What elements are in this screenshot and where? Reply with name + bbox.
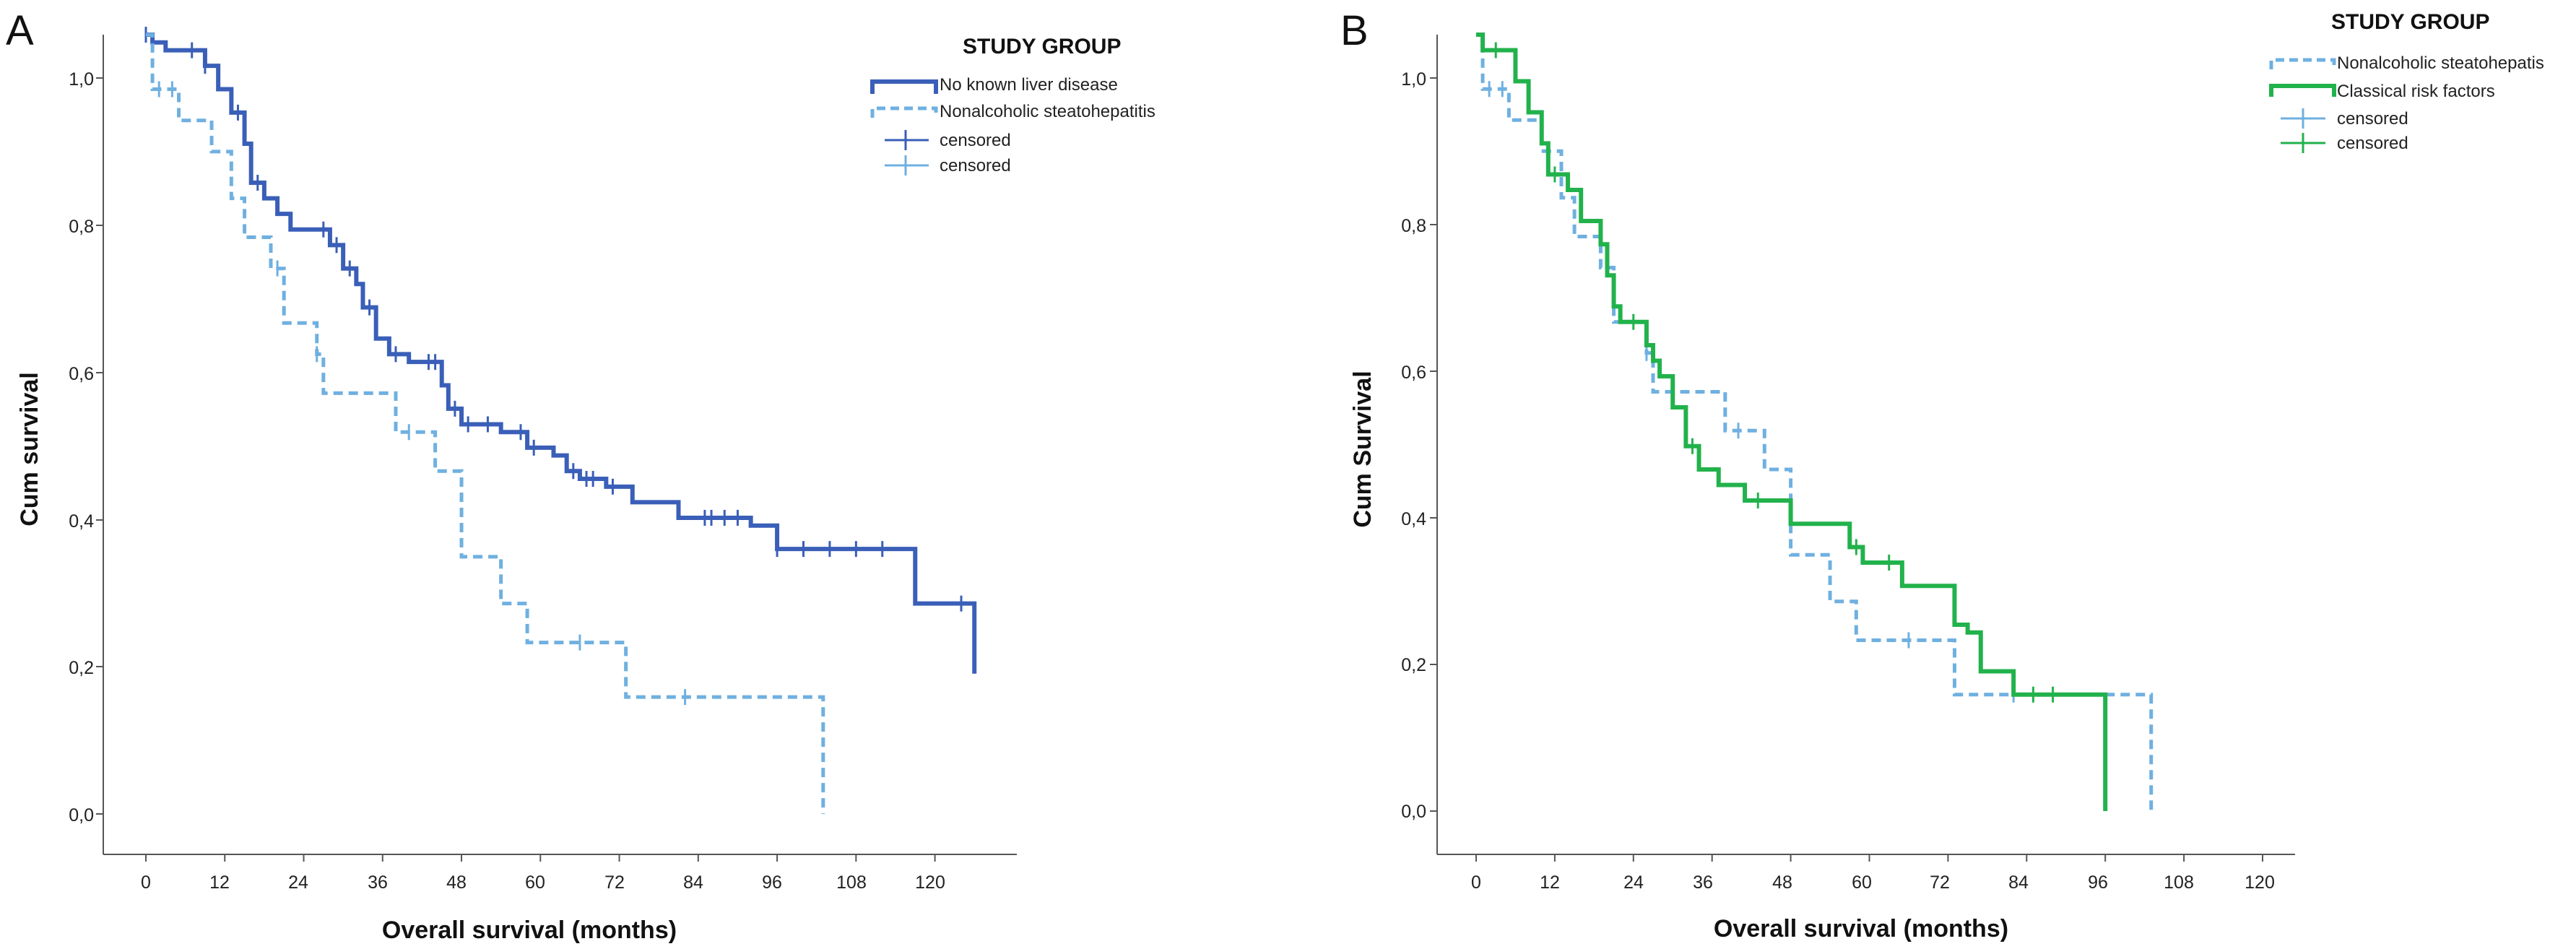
legend-label-nash: Nonalcoholic steatohepatitis [940,102,1155,121]
km-curve-classical-risk-factors [1476,32,2108,811]
legend-swatch-nash-b [2269,58,2336,69]
legend-swatch-no-liver-disease [870,79,938,94]
legend-label-censored-1: censored [940,131,1011,150]
x-tick-b-1: 12 [1540,872,1560,893]
panel-label-b: B [1340,7,1369,54]
plot-area-a [96,27,977,862]
legend-label-censored-b2: censored [2337,134,2408,153]
x-tick-b-2: 24 [1623,872,1644,893]
legend-swatch-classical [2269,84,2336,97]
legend-swatch-censored-b2 [2281,133,2325,153]
y-tick-a-3: 0,6 [69,364,94,384]
legend-label-classical: Classical risk factors [2337,82,2495,101]
legend-swatch-censored-2 [885,155,929,176]
y-axis-title-a: Cum survival [16,372,43,526]
legend-label-censored-b1: censored [2337,109,2408,129]
y-tick-b-0: 0,0 [1401,802,1426,822]
legend-label-nash-b: Nonalcoholic steatohepatis [2337,53,2544,73]
x-tick-b-9: 108 [2164,872,2194,893]
legend-swatch-censored-1 [885,130,929,150]
y-tick-b-2: 0,4 [1401,509,1426,529]
legend-swatch-censored-b1 [2281,108,2325,129]
x-tick-b-0: 0 [1471,872,1481,893]
y-tick-a-2: 0,4 [69,511,94,532]
x-axis-title-b: Overall survival (months) [1714,915,2008,942]
x-tick-a-2: 24 [288,872,308,893]
legend-b: Nonalcoholic steatohepatis Classical ris… [2269,53,2544,153]
panel-label-a: A [6,7,34,54]
x-tick-b-6: 72 [1930,872,1950,893]
x-tick-a-7: 84 [683,872,703,893]
panel-a: A STUDY GROUP No known liver disease Non… [6,7,1155,944]
x-tick-b-4: 48 [1772,872,1792,893]
x-tick-a-1: 12 [209,872,230,893]
legend-title-b: STUDY GROUP [2331,10,2489,34]
y-tick-b-1: 0,2 [1401,655,1426,675]
legend-title-a: STUDY GROUP [963,35,1121,58]
x-tick-a-8: 96 [762,872,782,893]
legend-label-no-liver-disease: No known liver disease [940,75,1118,95]
y-tick-a-1: 0,2 [69,658,94,678]
y-axis-title-b: Cum Survival [1349,370,1376,527]
y-tick-b-5: 1,0 [1401,69,1426,90]
legend-label-censored-2: censored [940,156,1011,176]
x-tick-a-4: 48 [446,872,467,893]
x-tick-a-5: 60 [525,872,545,893]
x-tick-b-10: 120 [2245,872,2275,893]
y-tick-a-4: 0,8 [69,217,94,237]
x-tick-b-8: 96 [2088,872,2108,893]
y-tick-a-5: 1,0 [69,69,94,90]
legend-a: No known liver disease Nonalcoholic stea… [870,75,1155,176]
x-axis-title-a: Overall survival (months) [382,916,677,944]
y-tick-b-4: 0,8 [1401,216,1426,236]
x-tick-a-3: 36 [368,872,388,893]
x-tick-a-0: 0 [141,872,151,893]
x-tick-a-6: 72 [604,872,625,893]
x-tick-a-9: 108 [836,872,867,893]
x-tick-b-3: 36 [1693,872,1713,893]
legend-swatch-nash [870,106,938,118]
y-tick-b-3: 0,6 [1401,363,1426,383]
km-curve-no-known-liver-disease [146,32,977,674]
panel-b: B STUDY GROUP Nonalcoholic steatohepatis… [1340,7,2544,942]
x-tick-a-10: 120 [915,872,945,893]
x-tick-b-5: 60 [1852,872,1872,893]
x-tick-b-7: 84 [2008,872,2029,893]
y-tick-a-0: 0,0 [69,805,94,826]
plot-area-b [1430,32,2263,862]
